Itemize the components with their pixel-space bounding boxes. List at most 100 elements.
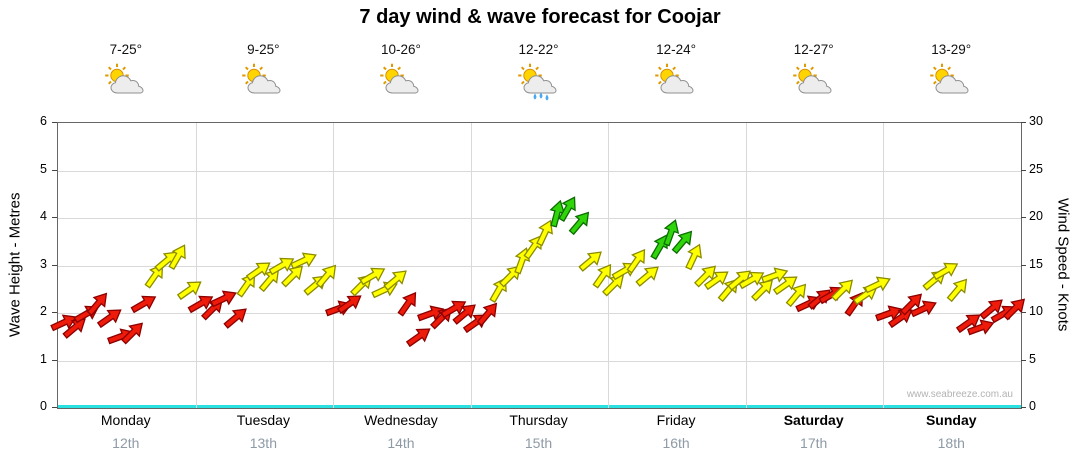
left-axis-tick-label: 3 [40,256,47,271]
day-name: Tuesday [236,412,290,428]
wind-arrow [120,321,143,345]
day-footer: Tuesday 13th [195,412,333,451]
day-footers: Monday 12th Tuesday 13th Wednesday 14th … [57,412,1020,451]
day-headers: 7-25° 9-25° 10-26° 12-22° 12-24° 12-27° … [57,42,1020,106]
day-footer: Thursday 15th [470,412,608,451]
h-gridline [58,218,1021,219]
v-gridline [883,123,885,408]
axis-tick-mark [52,407,57,408]
v-gridline [195,123,197,408]
wind-arrow [316,264,337,288]
axis-tick-mark [1021,407,1026,408]
day-footer: Monday 12th [57,412,195,451]
right-axis-title: Wind Speed - Knots [1054,197,1072,332]
wind-arrow [863,276,891,294]
left-axis-tick-label: 0 [40,399,47,413]
wind-arrow [685,243,703,270]
axis-tick-mark [1021,217,1026,218]
wind-arrow [549,199,565,228]
wind-arrow [406,328,431,348]
sun-cloud-icon [103,63,149,103]
wind-arrow [727,270,752,292]
day-header: 13-29° [882,42,1020,106]
wind-arrow [49,314,77,332]
wind-arrow [946,278,968,302]
wind-arrow [956,314,982,334]
wind-arrow [176,281,202,300]
day-temp: 9-25° [247,42,280,57]
wind-arrow [210,290,238,308]
axis-tick-mark [1021,264,1026,266]
day-header: 10-26° [332,42,470,106]
wind-arrow [383,270,408,292]
sun-cloud-icon [240,63,286,103]
wind-arrow [86,292,108,317]
axis-tick-mark [52,312,57,313]
wind-arrow [671,230,692,255]
wind-arrow [96,309,122,329]
wind-arrow [601,274,625,297]
wind-arrow [440,300,466,318]
sun-cloud-rain-icon [516,63,562,103]
day-date: 18th [937,435,965,451]
sun-cloud-icon [378,63,424,103]
wind-arrow [1003,298,1026,321]
day-date: 16th [662,435,690,451]
day-name: Thursday [509,412,568,428]
axis-tick-mark [1021,169,1026,171]
day-name: Sunday [925,412,977,428]
axis-tick-mark [52,169,57,171]
wind-arrow [831,279,854,302]
wind-arrow [337,295,362,315]
sun-cloud-icon [928,63,974,103]
sun-cloud-icon [653,63,699,103]
axis-tick-mark [1021,312,1026,313]
axis-tick-mark [52,122,57,123]
axis-tick-mark [52,264,57,266]
wind-arrow [223,308,247,330]
day-footer: Sunday 18th [882,412,1020,451]
day-temp: 12-24° [656,42,697,57]
right-axis-tick-label: 20 [1029,209,1043,223]
h-gridline [58,170,1021,172]
wind-arrow [62,318,87,339]
day-date: 12th [112,435,140,451]
day-name: Wednesday [364,412,438,428]
wind-arrow [290,252,318,270]
day-footer: Saturday 17th [745,412,883,451]
left-axis-tick-label: 2 [40,304,47,318]
wind-arrow [558,196,576,222]
wind-arrow [245,262,271,281]
wind-arrow [591,263,611,289]
left-axis-tick-label: 1 [40,351,47,366]
wind-arrow [268,257,294,276]
day-date: 13th [249,435,277,451]
wind-arrow [693,264,716,288]
day-footer: Friday 16th [607,412,745,451]
left-axis-tick-label: 4 [40,209,47,223]
day-name: Monday [100,412,151,428]
wind-arrow [663,218,680,247]
wind-arrow [397,291,416,317]
wind-arrow [909,300,937,318]
wind-arrow [786,283,807,307]
watermark: www.seabreeze.com.au [906,389,1013,400]
day-date: 17th [800,435,828,451]
axis-tick-mark [1021,359,1026,361]
wind-arrow [536,219,554,247]
wind-arrow [626,249,646,274]
axis-tick-mark [52,359,57,361]
right-axis-tick-label: 30 [1029,114,1043,128]
wind-arrow [568,211,589,236]
day-date: 15th [524,435,553,451]
right-axis-tick-label: 0 [1029,399,1036,413]
plot-area: www.seabreeze.com.au [49,122,1026,409]
day-name: Friday [656,412,696,428]
h-gridline [58,360,1021,362]
wind-arrow [452,303,476,325]
wind-arrow [875,304,903,321]
wind-arrow [635,265,660,287]
day-temp: 12-22° [518,42,559,57]
wind-arrow [359,267,386,285]
